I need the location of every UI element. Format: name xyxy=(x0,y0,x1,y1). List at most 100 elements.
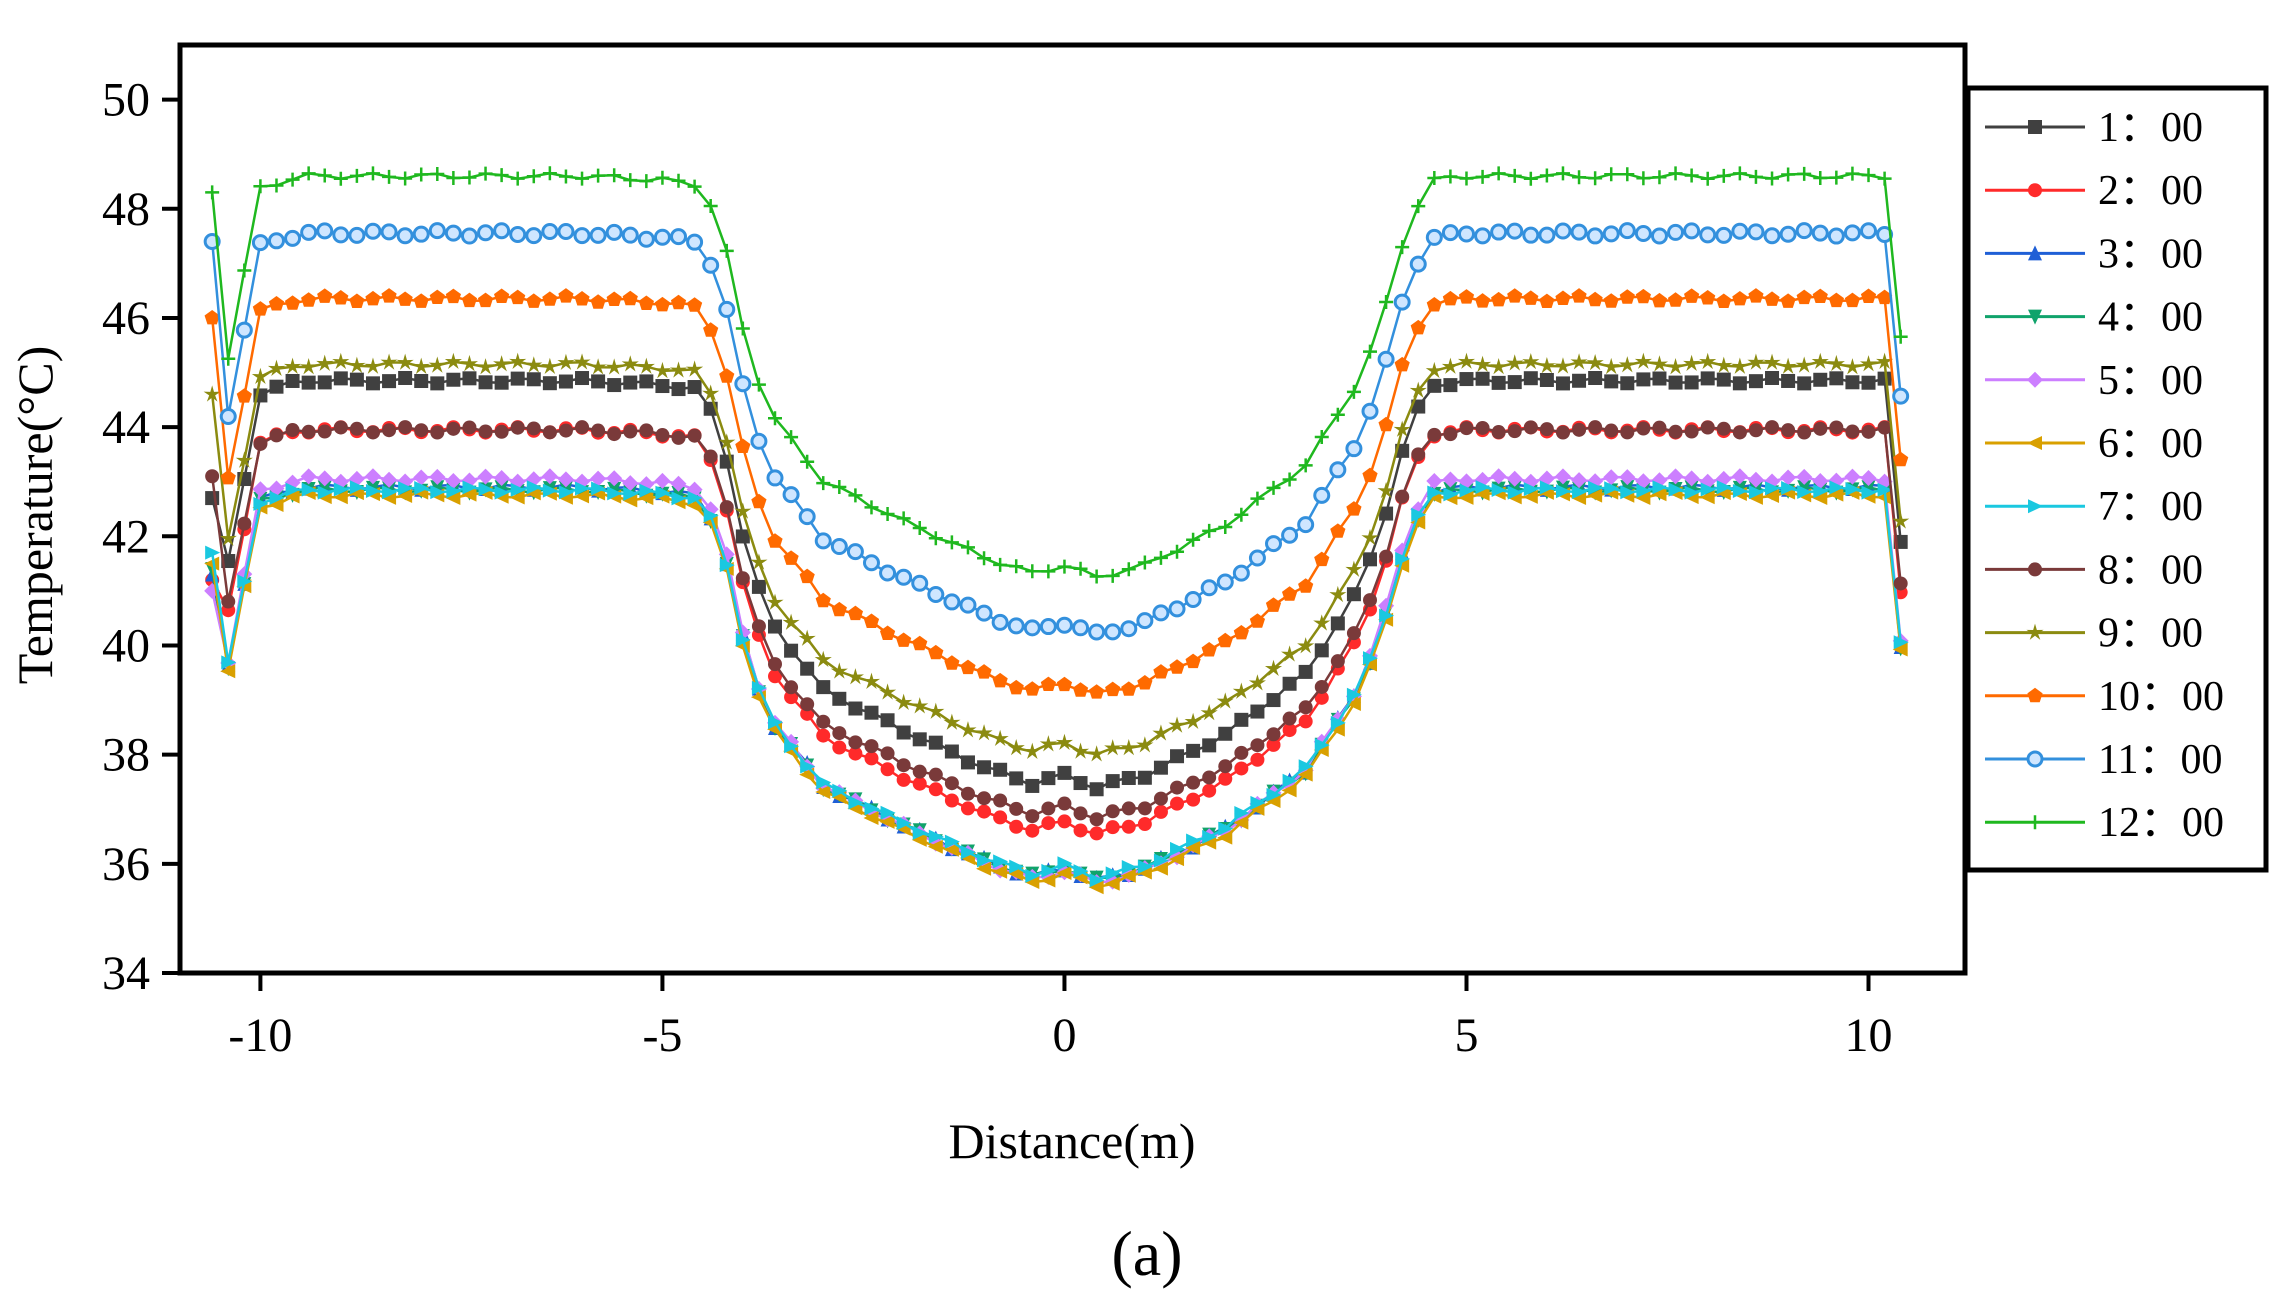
series-line xyxy=(210,360,1902,756)
data-point xyxy=(348,226,366,244)
data-point xyxy=(301,482,317,497)
legend-marker xyxy=(2028,499,2043,514)
data-point xyxy=(1474,227,1492,245)
data-point xyxy=(1651,292,1668,308)
data-point xyxy=(542,376,557,391)
data-point xyxy=(944,655,960,670)
data-point xyxy=(1747,223,1765,241)
data-point xyxy=(251,234,269,252)
data-point xyxy=(301,424,316,439)
data-point xyxy=(671,491,687,506)
data-point xyxy=(1072,682,1089,697)
data-point xyxy=(1313,614,1331,631)
data-point xyxy=(364,468,381,485)
data-point xyxy=(493,470,510,487)
data-point xyxy=(1202,738,1217,753)
data-point xyxy=(1330,654,1345,669)
data-point xyxy=(557,471,574,488)
legend-frame xyxy=(1965,85,2269,873)
data-point xyxy=(1105,681,1121,697)
data-point xyxy=(1876,226,1894,244)
data-point xyxy=(333,482,349,497)
data-point xyxy=(237,516,252,531)
data-point xyxy=(1731,357,1749,374)
data-point xyxy=(832,783,848,798)
data-point xyxy=(702,256,720,274)
data-point xyxy=(575,481,591,496)
y-axis: 34 36 38 40 42 44 46 48 50 xyxy=(102,74,180,1000)
data-point xyxy=(1137,675,1153,690)
data-point xyxy=(1829,170,1844,185)
data-point xyxy=(1459,372,1474,387)
data-point xyxy=(333,171,348,186)
data-point xyxy=(1572,485,1588,500)
data-point xyxy=(1297,516,1315,534)
data-point xyxy=(734,375,752,393)
data-point xyxy=(1185,840,1201,855)
data-point xyxy=(1491,482,1507,497)
data-point xyxy=(1522,489,1538,504)
data-point xyxy=(1507,485,1523,500)
data-point xyxy=(1732,425,1747,440)
data-point xyxy=(800,697,815,712)
data-point xyxy=(1684,375,1699,390)
data-point xyxy=(832,726,847,741)
data-point xyxy=(269,428,284,443)
data-point xyxy=(510,289,526,305)
data-point xyxy=(1667,223,1685,241)
data-point xyxy=(220,469,236,485)
data-point xyxy=(430,166,445,181)
data-point xyxy=(1071,742,1090,759)
data-point xyxy=(526,480,542,495)
data-point xyxy=(205,469,220,484)
data-point xyxy=(1684,168,1699,183)
data-point xyxy=(1153,550,1168,565)
data-point xyxy=(1668,424,1683,439)
data-point xyxy=(1169,852,1185,867)
data-point xyxy=(429,289,445,305)
data-point xyxy=(382,169,397,184)
data-point xyxy=(1153,853,1169,868)
data-point xyxy=(446,372,461,387)
data-point xyxy=(784,643,799,658)
data-point xyxy=(1233,815,1249,830)
data-point xyxy=(798,629,816,646)
data-point xyxy=(1025,809,1040,824)
data-point xyxy=(1056,676,1073,692)
legend-label: 10：00 xyxy=(2098,674,2224,720)
data-point xyxy=(655,170,670,185)
data-point xyxy=(1152,604,1170,622)
data-point xyxy=(671,430,686,445)
data-point xyxy=(1828,292,1844,308)
series-1 xyxy=(205,370,1908,797)
data-point xyxy=(766,469,784,487)
x-tick-label: 5 xyxy=(1454,1009,1478,1062)
data-point xyxy=(1732,376,1747,391)
data-point xyxy=(558,374,573,389)
data-point xyxy=(382,374,397,389)
data-point xyxy=(509,490,525,505)
data-point xyxy=(413,469,430,486)
data-point xyxy=(815,785,831,800)
data-point xyxy=(380,223,398,241)
data-point xyxy=(622,475,639,492)
data-point xyxy=(1490,357,1508,375)
data-point xyxy=(1443,427,1458,442)
data-point xyxy=(1845,166,1860,181)
data-point xyxy=(1202,770,1217,785)
data-point xyxy=(1073,776,1088,791)
data-point xyxy=(623,375,638,390)
data-point xyxy=(445,491,461,506)
data-point xyxy=(1040,873,1056,888)
data-point xyxy=(1425,228,1443,246)
data-point xyxy=(1120,738,1138,756)
data-point xyxy=(478,166,493,181)
data-point xyxy=(1603,469,1620,486)
data-point xyxy=(381,471,398,488)
data-point xyxy=(1041,863,1057,878)
data-point xyxy=(1523,371,1538,386)
data-point xyxy=(1555,425,1570,440)
data-point xyxy=(1572,170,1587,185)
data-point xyxy=(1668,482,1684,497)
legend-label: 6：00 xyxy=(2098,421,2203,467)
